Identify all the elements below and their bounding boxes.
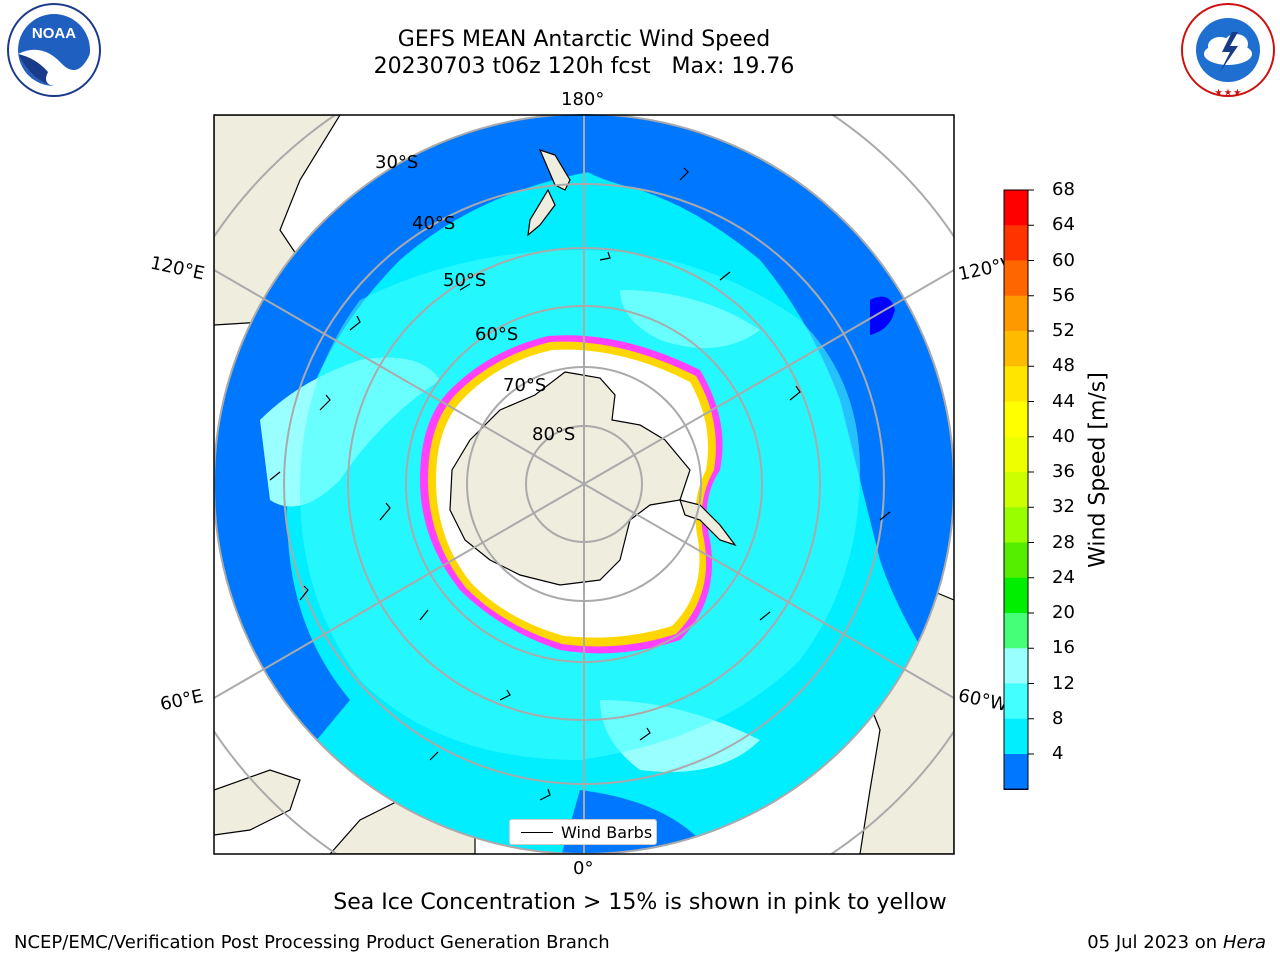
footer-date-text: 05 Jul 2023 on — [1087, 932, 1218, 953]
new-zealand — [527, 149, 571, 237]
lon-label-0: 0° — [573, 858, 594, 879]
map-title: GEFS MEAN Antarctic Wind Speed — [397, 27, 771, 52]
wind-barb — [759, 611, 771, 621]
legend-line — [521, 832, 553, 833]
wind-barb — [349, 315, 361, 331]
colorbar-tick-label: 16 — [1052, 637, 1075, 659]
colorbar-segment — [1004, 577, 1028, 614]
colorbar-tick-label: 24 — [1052, 566, 1075, 588]
colorbar-segment — [1004, 295, 1028, 332]
lat-label-50s: 50°S — [443, 270, 487, 291]
colorbar-tick-label: 44 — [1052, 390, 1075, 412]
colorbar-tick-label: 12 — [1052, 672, 1075, 694]
lon-label-180: 180° — [561, 89, 605, 110]
noaa-logo-text: NOAA — [32, 25, 76, 42]
nws-logo-text: ★ ★ ★ — [1215, 88, 1242, 97]
wind-barb — [459, 283, 471, 291]
wind-band-4-8 — [214, 114, 600, 760]
colorbar-segment — [1004, 401, 1028, 438]
wind-band-4-8-east — [584, 114, 954, 700]
colorbar — [1003, 189, 1034, 790]
map-frame — [213, 114, 955, 855]
wind-barb — [429, 751, 439, 761]
map-legend: Wind Barbs — [509, 819, 657, 845]
colorbar-segment — [1004, 225, 1028, 261]
wind-barb — [679, 167, 689, 181]
colorbar-segment — [1004, 683, 1028, 720]
colorbar-segment — [1004, 648, 1028, 684]
wind-barb — [319, 394, 331, 411]
colorbar-tick-label: 48 — [1052, 355, 1075, 377]
australia — [214, 115, 341, 326]
colorbar-tick-label: 4 — [1052, 743, 1064, 764]
wind-barb — [269, 471, 281, 481]
wind-barb — [299, 585, 309, 601]
colorbar-segment — [1004, 260, 1028, 297]
colorbar-tick-label: 64 — [1052, 214, 1075, 236]
lat-label-70s: 70°S — [503, 375, 547, 396]
colorbar-tick-label: 56 — [1052, 284, 1075, 306]
colorbar-tick-label: 60 — [1052, 249, 1075, 271]
colorbar-segment — [1004, 754, 1028, 790]
colorbar-tick-label: 8 — [1052, 707, 1064, 729]
colorbar-label: Wind Speed [m/s] — [1085, 372, 1111, 568]
colorbar-tick-label: 36 — [1052, 461, 1075, 482]
colorbar-tick-label: 52 — [1052, 320, 1075, 341]
wind-barb — [789, 385, 801, 401]
lat-label-40s: 40°S — [412, 213, 456, 234]
colorbar-segment — [1004, 366, 1028, 402]
noaa-logo: NOAA — [7, 3, 101, 97]
wind-barb — [719, 271, 731, 281]
colorbar-segment — [1004, 331, 1028, 367]
colorbar-tick-label: 40 — [1052, 425, 1075, 447]
colorbar-tick-label: 32 — [1052, 496, 1075, 518]
colorbar-segment — [1004, 542, 1028, 579]
lat-label-60s: 60°S — [475, 324, 519, 345]
wind-barb — [419, 609, 429, 621]
colorbar-outline — [1003, 189, 1029, 790]
antarctic-region — [420, 335, 737, 654]
colorbar-segment — [1004, 718, 1028, 755]
deep-blue-patch-2 — [214, 680, 260, 720]
lat-label-80s: 80°S — [532, 424, 576, 445]
wind-barbs — [269, 167, 891, 801]
sea-ice-caption: Sea Ice Concentration > 15% is shown in … — [333, 890, 947, 915]
colorbar-tick-label: 20 — [1052, 602, 1075, 623]
footer-host: Hera — [1222, 932, 1266, 953]
colorbar-segment — [1004, 472, 1028, 508]
legend-label: Wind Barbs — [561, 823, 653, 842]
deep-blue-patch — [870, 296, 895, 335]
footer-date: 05 Jul 2023 on Hera — [1087, 932, 1266, 953]
colorbar-segment — [1004, 436, 1028, 473]
africa — [214, 769, 301, 836]
nws-logo: ★ ★ ★ — [1181, 3, 1275, 97]
colorbar-segment — [1004, 190, 1028, 226]
wind-barb — [599, 251, 611, 261]
wind-barb — [499, 689, 511, 701]
wind-barb — [539, 788, 551, 801]
colorbar-segment — [1004, 613, 1028, 649]
footer-credit: NCEP/EMC/Verification Post Processing Pr… — [14, 932, 610, 953]
colorbar-tick-label: 28 — [1052, 531, 1075, 553]
wind-barb — [879, 511, 891, 521]
colorbar-tick-label: 68 — [1052, 179, 1075, 200]
map-subtitle: 20230703 t06z 120h fcst Max: 19.76 — [373, 54, 795, 79]
graticule — [214, 115, 954, 854]
wind-barb — [379, 502, 391, 521]
antarctica — [449, 371, 691, 586]
lat-label-30s: 30°S — [375, 152, 419, 173]
colorbar-segment — [1004, 507, 1028, 543]
wind-barb — [639, 727, 651, 741]
antarctic-peninsula — [679, 499, 737, 547]
